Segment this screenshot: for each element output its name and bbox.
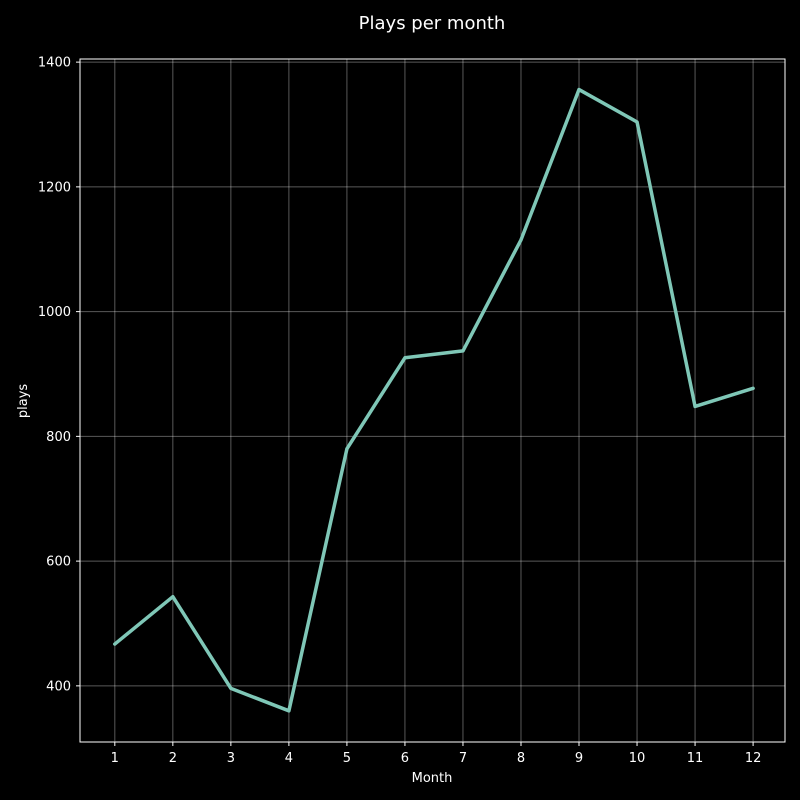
x-tick-label: 7	[459, 751, 467, 766]
x-tick-label: 5	[343, 751, 351, 766]
series-line	[113, 87, 755, 713]
y-tick-label: 1200	[38, 180, 71, 195]
data-point	[171, 595, 175, 599]
x-tick-label: 9	[575, 751, 583, 766]
data-point	[287, 709, 291, 713]
data-point	[635, 120, 639, 124]
y-tick-label: 600	[46, 555, 71, 570]
x-tick-label: 4	[285, 751, 293, 766]
y-tick-label: 400	[46, 679, 71, 694]
plot-area-frame	[79, 58, 786, 743]
x-tick-label: 1	[111, 751, 119, 766]
chart-title: Plays per month	[359, 13, 506, 34]
x-axis-label: Month	[412, 771, 453, 786]
data-point	[345, 447, 349, 451]
data-point	[577, 88, 581, 92]
x-tick-label: 3	[227, 751, 235, 766]
y-tick-label: 1000	[38, 305, 71, 320]
x-tick-label: 8	[517, 751, 525, 766]
data-point	[113, 642, 117, 646]
x-tick-label: 6	[401, 751, 409, 766]
y-tick-label: 1400	[38, 56, 71, 71]
data-point	[461, 349, 465, 353]
series-group	[113, 87, 755, 713]
y-axis-label: plays	[16, 384, 31, 419]
y-tick-label: 800	[46, 430, 71, 445]
x-tick-label: 2	[169, 751, 177, 766]
x-axis: 1 2 3 4 5 6 7 8 9 10 11 12	[111, 742, 762, 766]
x-tick-label: 10	[629, 751, 646, 766]
y-axis: 400 600 800 1000 1200 1400	[38, 56, 80, 694]
data-point	[693, 404, 697, 408]
grid	[80, 59, 785, 742]
data-point	[519, 238, 523, 242]
data-point	[403, 356, 407, 360]
data-point	[751, 386, 755, 390]
data-point	[229, 686, 233, 690]
x-tick-label: 11	[687, 751, 704, 766]
x-tick-label: 12	[745, 751, 762, 766]
